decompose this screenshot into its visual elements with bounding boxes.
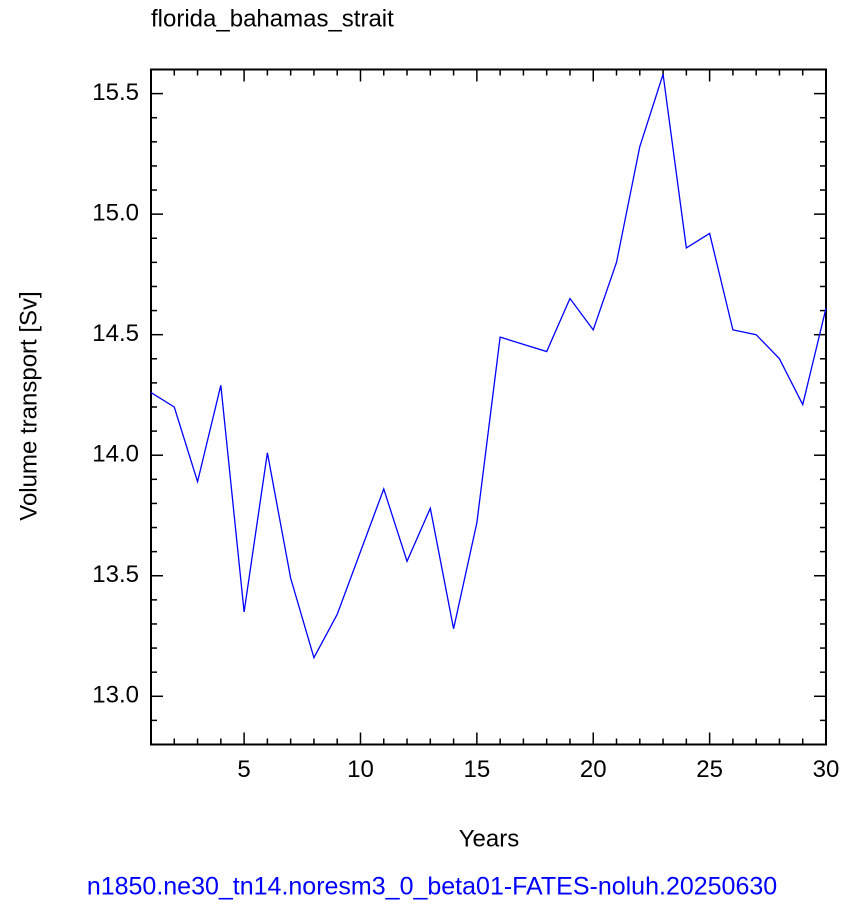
footer: n1850.ne30_tn14.noresm3_0_beta01-FATES-n… [87, 873, 777, 901]
y-tick-label: 14.0 [92, 441, 139, 468]
y-tick-label: 15.0 [92, 199, 139, 226]
y-tick-label: 13.0 [92, 682, 139, 709]
y-tick-label: 14.5 [92, 320, 139, 347]
plot-frame [150, 68, 827, 746]
y-axis-label: Volume transport [Sv] [15, 291, 42, 520]
x-tick-label: 25 [696, 756, 723, 783]
x-tick-label: 15 [464, 756, 491, 783]
line [150, 74, 827, 660]
x-axis-label: Years [459, 825, 520, 852]
x-tick-label: 30 [813, 756, 840, 783]
x-tick-label: 20 [580, 756, 607, 783]
x-tick-label: 5 [237, 756, 250, 783]
chart-title: florida_bahamas_strait [151, 5, 394, 32]
x-tick-label: 10 [347, 756, 374, 783]
y-tick-label: 13.5 [92, 561, 139, 588]
y-tick-label: 15.5 [92, 79, 139, 106]
